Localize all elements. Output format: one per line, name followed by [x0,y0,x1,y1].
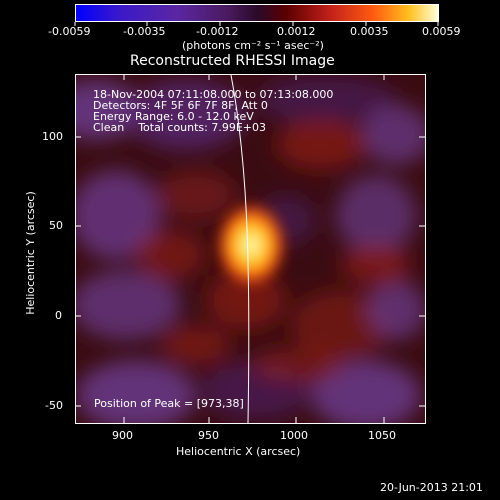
peak-position-label: Position of Peak = [973,38] [94,397,244,410]
colorbar-ticks [74,22,439,26]
x-tick-label: 1000 [280,429,308,442]
solar-limb [230,75,250,423]
footer-timestamp: 20-Jun-2013 21:01 [380,481,483,494]
y-tick-label: 100 [42,130,63,143]
image-panel: 18-Nov-2004 07:11:08.000 to 07:13:08.000… [75,74,426,424]
info-line: Clean Total counts: 7.99E+03 [93,121,267,134]
y-tick-label: 50 [49,219,63,232]
colorbar-units-label: (photons cm⁻² s⁻¹ asec⁻²) [182,39,324,52]
x-tick-label: 1050 [368,429,396,442]
peak-source [213,199,289,291]
colorbar-tick-label: 0.0035 [350,25,389,38]
colorbar-tick-label: 0.0012 [277,25,316,38]
colorbar [75,4,439,22]
plot-title: Reconstructed RHESSI Image [130,53,335,69]
info-line: Detectors: 4F 5F 6F 7F 8F, Att 0 [93,99,268,112]
reconstructed-image [76,75,425,423]
info-line: 18-Nov-2004 07:11:08.000 to 07:13:08.000 [93,88,334,101]
colorbar-tick-label: -0.0012 [196,25,239,38]
info-line: Energy Range: 6.0 - 12.0 keV [93,110,254,123]
y-tick-label: -50 [45,399,63,412]
colorbar-tick-label: -0.0035 [123,25,166,38]
y-tick-label: 0 [55,309,62,322]
x-tick-label: 950 [198,429,219,442]
x-axis-label: Heliocentric X (arcsec) [176,445,301,458]
x-tick-label: 900 [112,429,133,442]
colorbar-tick-label: -0.0059 [48,25,91,38]
colorbar-tick-label: 0.0059 [422,25,461,38]
y-axis-label: Heliocentric Y (arcsec) [24,191,37,315]
